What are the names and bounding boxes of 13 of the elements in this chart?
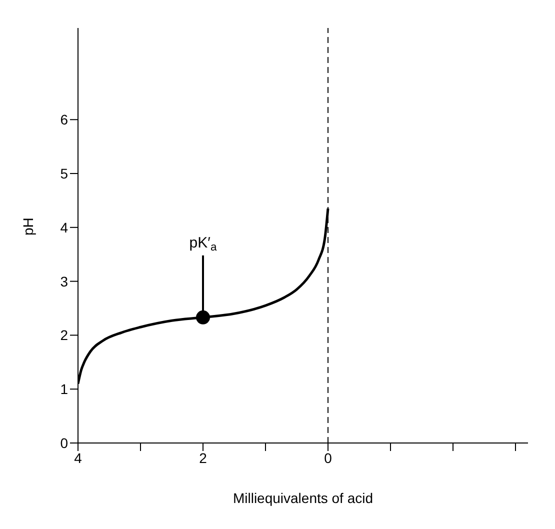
y-tick-label: 2 <box>60 327 68 344</box>
x-tick-label: 0 <box>324 450 332 466</box>
annotation: pK′$_{a}$ <box>189 234 218 254</box>
x-axis-title: Milliequivalents of acid <box>232 490 374 506</box>
x-tick-label: 4 <box>74 450 82 466</box>
y-tick-label: 0 <box>60 434 68 451</box>
y-tick-label: 1 <box>60 381 68 398</box>
y-tick-label: 3 <box>60 273 68 290</box>
y-tick-label: 6 <box>60 112 68 128</box>
y-axis-title: pH <box>20 218 36 236</box>
y-tick-label: 5 <box>60 165 68 182</box>
x-tick-label: 2 <box>199 450 208 466</box>
y-tick-label: 4 <box>60 219 68 236</box>
